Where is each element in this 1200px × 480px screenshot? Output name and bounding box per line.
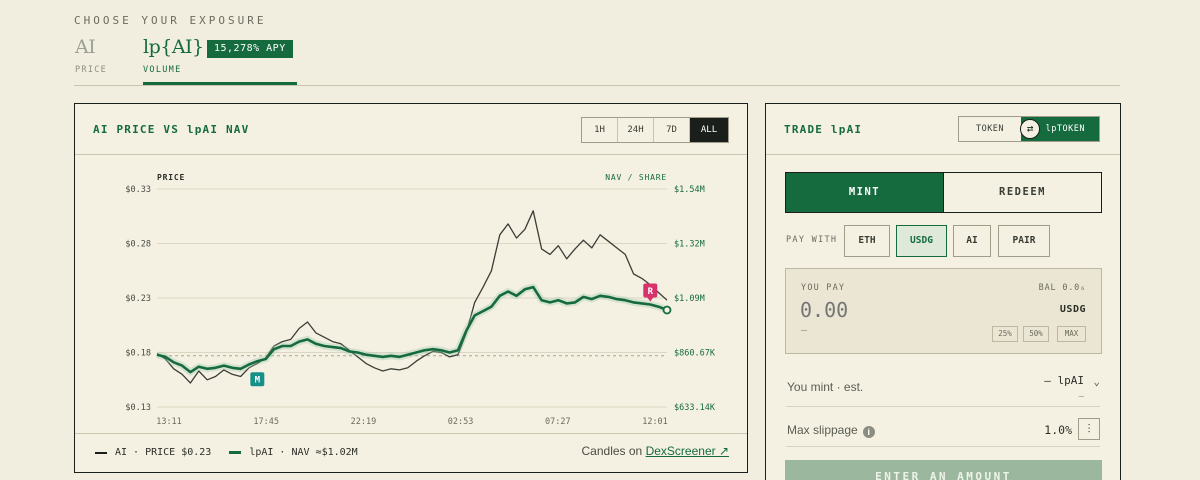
chart-header-divider	[75, 154, 747, 155]
marker-pointer	[647, 297, 654, 302]
x-tick-label: 17:45	[253, 417, 279, 427]
y-right-tick-label: $1.09M	[674, 294, 705, 304]
you-pay-box: YOU PAY BAL 0.0₆ USDG — 25% 50% MAX	[785, 268, 1102, 354]
toggle-token-option[interactable]: TOKEN	[975, 124, 1005, 134]
range-24h-button[interactable]: 24H	[618, 118, 654, 142]
candles-prefix: Candles on	[581, 444, 643, 458]
pay-amount-input[interactable]	[800, 298, 950, 322]
chart-legend: AI · PRICE $0.23 lpAI · NAV ≈$1.02M	[95, 447, 376, 458]
trade-header-divider	[766, 154, 1120, 155]
x-tick-label: 02:53	[448, 417, 474, 427]
range-selector: 1H 24H 7D ALL	[581, 117, 729, 143]
option-ai-sublabel: PRICE	[75, 65, 108, 75]
marker-label: R	[648, 287, 654, 297]
apy-badge: 15,278% APY	[207, 40, 293, 58]
balance-display: BAL 0.0₆	[1038, 283, 1086, 293]
pay-pair-button[interactable]: PAIR	[998, 225, 1050, 257]
marker-badge	[643, 283, 658, 298]
you-mint-label: You mint · est.	[787, 380, 864, 394]
chart-footer-divider	[75, 433, 747, 434]
legend-label-lpai: lpAI · NAV ≈$1.02M	[249, 447, 358, 458]
slippage-settings-icon[interactable]: ⫶	[1078, 418, 1100, 440]
mint-redeem-toggle: MINT REDEEM	[785, 172, 1102, 213]
percent-max-button[interactable]: MAX	[1057, 326, 1086, 342]
range-7d-button[interactable]: 7D	[654, 118, 690, 142]
marker-r: R	[643, 283, 658, 302]
slippage-value: 1.0%	[1044, 423, 1072, 437]
y-left-tick-label: $0.33	[125, 185, 151, 195]
pay-eth-button[interactable]: ETH	[844, 225, 890, 257]
ai-series-line	[156, 210, 668, 384]
y-right-tick-label: $860.67K	[674, 349, 716, 359]
exposure-option-lpai[interactable]: lp{AI} VOLUME	[143, 36, 204, 75]
marker-badge	[250, 372, 265, 387]
mint-button[interactable]: MINT	[786, 173, 943, 212]
you-pay-label: YOU PAY	[801, 283, 846, 293]
legend-item-lpai: lpAI · NAV ≈$1.02M	[229, 447, 358, 458]
selected-tab-indicator	[143, 82, 297, 85]
range-all-button[interactable]: ALL	[690, 118, 728, 142]
y-left-tick-label: $0.18	[125, 349, 151, 359]
pay-usd-value: —	[801, 325, 808, 336]
pay-ai-button[interactable]: AI	[953, 225, 991, 257]
price-nav-chart[interactable]: PRICE NAV / SHARE $0.33 $1.54M $0.28 $1.32M $0…	[75, 155, 747, 433]
option-lpai-sublabel: VOLUME	[143, 65, 182, 75]
y-right-tick-label: $1.32M	[674, 240, 705, 250]
slippage-row-divider	[786, 446, 1100, 447]
y-right-tick-label: $633.14K	[674, 403, 716, 413]
legend-swatch-lpai	[229, 451, 242, 454]
x-tick-label: 13:11	[156, 417, 182, 427]
left-axis-title: PRICE	[157, 173, 185, 182]
option-ai-label: AI	[75, 36, 96, 58]
mint-row-divider	[786, 406, 1100, 407]
dexscreener-link[interactable]: DexScreener ↗	[645, 444, 729, 458]
percent-25-button[interactable]: 25%	[992, 326, 1018, 342]
legend-item-ai: AI · PRICE $0.23	[95, 447, 211, 458]
trade-title: TRADE lpAI	[784, 123, 863, 136]
y-left-tick-label: $0.23	[125, 294, 151, 304]
series-end-point	[662, 305, 672, 315]
info-icon[interactable]: i	[862, 426, 875, 438]
redeem-button[interactable]: REDEEM	[943, 173, 1101, 212]
pay-usdg-button[interactable]: USDG	[896, 225, 947, 257]
slippage-label: Max slippage	[787, 423, 858, 437]
exposure-option-ai[interactable]: AI PRICE	[75, 36, 107, 75]
legend-label-ai: AI · PRICE $0.23	[115, 447, 212, 458]
y-left-tick-label: $0.13	[125, 403, 151, 413]
marker-m: M	[250, 372, 265, 387]
submit-button[interactable]: ENTER AN AMOUNT	[785, 460, 1102, 480]
pay-with-label: PAY WITH	[786, 235, 838, 245]
percent-50-button[interactable]: 50%	[1023, 326, 1049, 342]
exposure-eyebrow: CHOOSE YOUR EXPOSURE	[74, 14, 267, 27]
right-axis-title: NAV / SHARE	[605, 173, 667, 182]
y-right-tick-label: $1.54M	[674, 185, 705, 195]
x-tick-label: 12:01	[642, 417, 668, 427]
legend-swatch-ai	[95, 451, 107, 454]
chart-title: AI PRICE VS lpAI NAV	[93, 123, 250, 136]
token-toggle[interactable]: TOKEN lpTOKEN ⇄	[958, 116, 1100, 142]
lpai-series-line	[156, 285, 668, 374]
x-tick-label: 07:27	[545, 417, 571, 427]
slippage-row: Max slippage i	[787, 423, 875, 438]
range-1h-button[interactable]: 1H	[582, 118, 618, 142]
mint-estimate-sub: —	[1078, 392, 1084, 402]
trade-panel: TRADE lpAI TOKEN lpTOKEN ⇄ MINT REDEEM P…	[765, 103, 1121, 480]
marker-label: M	[255, 376, 261, 386]
mint-estimate-value: — lpAI	[1044, 374, 1084, 387]
header-divider	[74, 85, 1120, 86]
pay-token-label: USDG	[1059, 304, 1086, 315]
candles-link-row: Candles on DexScreener ↗	[582, 444, 729, 458]
chevron-down-icon[interactable]: ⌄	[1093, 375, 1100, 388]
option-lpai-label: lp{AI}	[143, 36, 204, 58]
x-tick-label: 22:19	[351, 417, 377, 427]
chart-panel: AI PRICE VS lpAI NAV 1H 24H 7D ALL PRICE…	[74, 103, 748, 473]
y-left-tick-label: $0.28	[125, 240, 151, 250]
swap-arrows-icon[interactable]: ⇄	[1020, 119, 1040, 139]
